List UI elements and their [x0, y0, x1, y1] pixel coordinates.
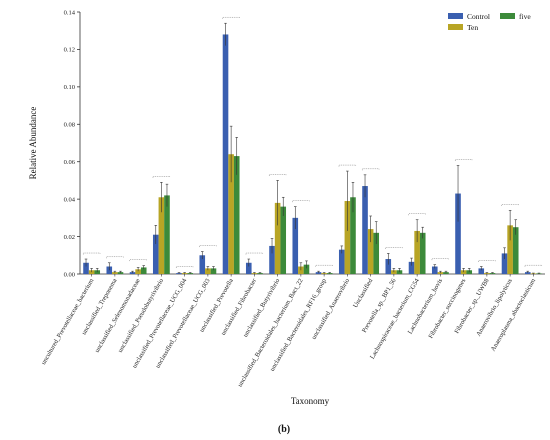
significance-bracket [431, 258, 449, 261]
bar-control [501, 253, 508, 274]
x-tick-label: unclassified_Pseudobutyrivibrio [117, 278, 165, 354]
bar-five [303, 264, 310, 274]
significance-bracket [199, 245, 217, 248]
bar-five [140, 267, 147, 274]
significance-bracket [83, 252, 101, 255]
bar-ten [414, 230, 420, 274]
y-axis-title: Relative Abundance [28, 107, 38, 180]
significance-bracket [315, 264, 333, 267]
significance-bracket [129, 259, 147, 262]
bar-control [408, 261, 415, 274]
significance-bracket [385, 247, 403, 249]
significance-bracket [176, 266, 194, 269]
y-tick-label: 0.04 [64, 196, 76, 203]
x-tick-label: unclassified_Selenomonadaceae [94, 277, 142, 353]
legend-label-control: Control [467, 12, 490, 21]
significance-bracket [455, 159, 473, 161]
bar-control [292, 217, 299, 274]
y-tick-label: 0.10 [64, 84, 75, 91]
y-tick-label: 0.02 [64, 234, 75, 241]
bar-control [152, 234, 159, 274]
bar-control [269, 245, 275, 274]
legend-swatch-control [448, 13, 463, 19]
significance-bracket [338, 164, 356, 167]
bars-layer [83, 17, 542, 275]
bar-five [233, 156, 240, 274]
bar-ten [507, 225, 513, 274]
bar-five [350, 197, 356, 274]
bar-five [419, 232, 426, 274]
bar-ten [135, 269, 141, 274]
legend-swatch-ten [448, 24, 463, 30]
x-axis-title: Taxonomy [291, 396, 330, 406]
significance-bracket [245, 252, 263, 255]
significance-bracket [222, 17, 240, 19]
bar-control [385, 259, 392, 274]
bar-control [455, 193, 461, 274]
significance-bracket [152, 176, 170, 178]
significance-bracket [106, 256, 124, 259]
bar-control [362, 186, 368, 274]
x-tick-label: Anaeroplasma_abactoclasticum [490, 278, 537, 353]
bar-control [83, 262, 89, 274]
bar-ten [274, 202, 281, 274]
legend: Control five Ten [448, 12, 531, 32]
legend-label-ten: Ten [467, 23, 478, 32]
axes-layer [79, 12, 545, 275]
significance-bracket [524, 264, 542, 267]
bar-five [280, 206, 287, 274]
y-tick-label: 0.14 [64, 9, 76, 16]
panel-label: (b) [278, 424, 290, 435]
bar-control [431, 266, 438, 274]
bar-control [245, 262, 252, 274]
bar-five [373, 232, 380, 274]
y-tick-label: 0.12 [64, 47, 75, 54]
bar-ten [205, 268, 211, 274]
bar-ten [367, 229, 374, 274]
y-tick-label: 0.08 [64, 122, 75, 129]
bar-five [164, 195, 170, 274]
significance-bracket [292, 200, 310, 203]
bar-five [512, 227, 519, 274]
legend-label-five: five [519, 12, 531, 21]
bar-ten [344, 201, 351, 274]
bar-control [199, 255, 206, 274]
bar-ten [228, 154, 234, 274]
x-tick-label: Unclassified [352, 277, 375, 309]
y-tick-label: 0.00 [64, 271, 75, 278]
legend-swatch-five [500, 13, 515, 19]
significance-bracket [269, 174, 287, 176]
bar-control [338, 249, 345, 274]
bar-ten [158, 197, 165, 274]
bar-control [222, 34, 229, 275]
y-tick-label: 0.06 [64, 159, 76, 166]
y-ticks: 0.00 0.02 0.04 0.06 0.08 0.10 0.12 0.14 [64, 9, 80, 278]
significance-bracket [501, 204, 519, 206]
significance-bracket [362, 168, 380, 171]
x-tick-labels: uncultured_Prevotellaceae_bacteriumuncla… [40, 274, 537, 388]
significance-bracket [478, 260, 496, 263]
bar-five [210, 268, 217, 274]
bar-control [478, 268, 485, 274]
significance-bracket [408, 213, 426, 216]
